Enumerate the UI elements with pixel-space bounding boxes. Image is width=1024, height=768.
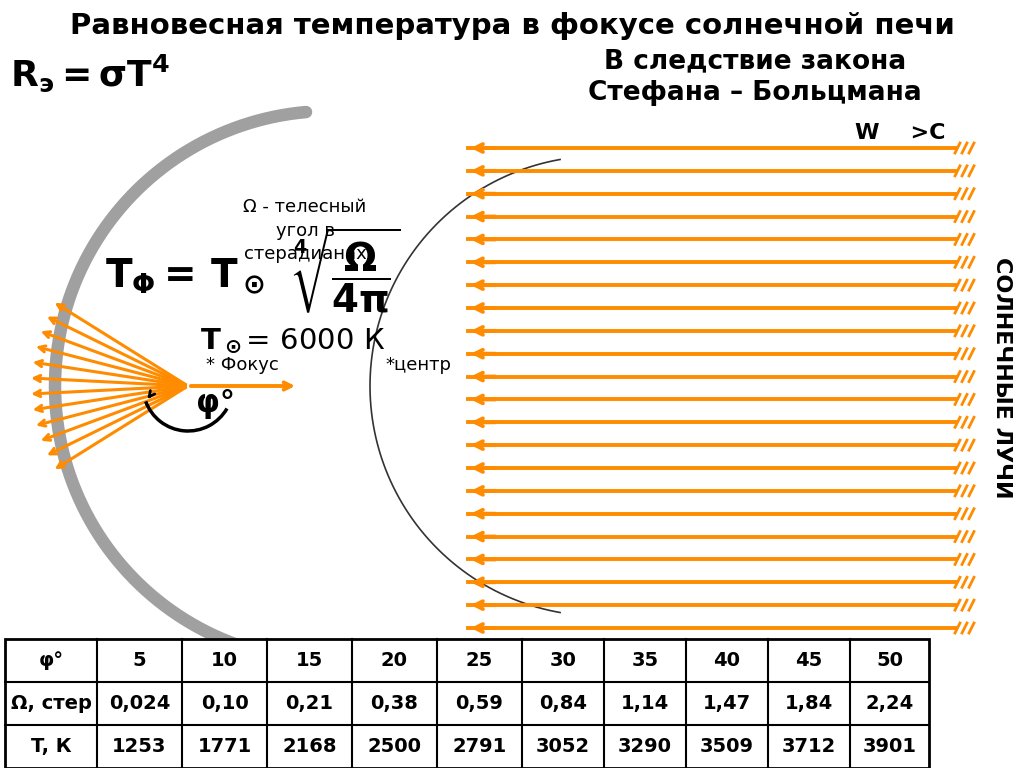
Text: 1771: 1771: [198, 737, 252, 756]
Text: * Фокус: * Фокус: [206, 356, 279, 374]
Bar: [5, 639, 929, 768]
Text: 50: 50: [876, 651, 903, 670]
Text: 10: 10: [211, 651, 238, 670]
Text: 0,10: 0,10: [201, 694, 249, 713]
Text: *центр: *центр: [385, 356, 451, 374]
Text: 15: 15: [296, 651, 324, 670]
Text: 2168: 2168: [283, 737, 337, 756]
Text: Ω, стер: Ω, стер: [10, 694, 91, 713]
Text: 3509: 3509: [700, 737, 754, 756]
Text: 20: 20: [381, 651, 408, 670]
Text: 0,84: 0,84: [539, 694, 587, 713]
Text: W    >C: W >C: [855, 123, 945, 143]
Text: В следствие закона
Стефана – Больцмана: В следствие закона Стефана – Больцмана: [588, 48, 922, 106]
Text: 45: 45: [796, 651, 822, 670]
Text: $\mathbf{\sqrt[4]{\dfrac{\Omega}{4\pi}}}$: $\mathbf{\sqrt[4]{\dfrac{\Omega}{4\pi}}}…: [292, 225, 400, 315]
Text: 0,38: 0,38: [371, 694, 419, 713]
Text: $\mathbf{T_\Phi = \, T_\odot}$: $\mathbf{T_\Phi = \, T_\odot}$: [105, 256, 264, 296]
Text: 35: 35: [632, 651, 658, 670]
Text: 3052: 3052: [536, 737, 590, 756]
Text: 2500: 2500: [368, 737, 422, 756]
Text: 0,024: 0,024: [109, 694, 170, 713]
Text: 25: 25: [466, 651, 494, 670]
Text: T, К: T, К: [31, 737, 72, 756]
Text: 2791: 2791: [453, 737, 507, 756]
Text: 5: 5: [133, 651, 146, 670]
Text: 1,47: 1,47: [702, 694, 751, 713]
Text: $\mathbf{R_э = \sigma T^4}$: $\mathbf{R_э = \sigma T^4}$: [10, 53, 170, 94]
Text: 1,84: 1,84: [784, 694, 834, 713]
Text: Равновесная температура в фокусе солнечной печи: Равновесная температура в фокусе солнечн…: [70, 12, 954, 40]
Text: φ°: φ°: [39, 651, 63, 670]
Text: 3290: 3290: [618, 737, 672, 756]
Text: φ°: φ°: [196, 389, 234, 419]
Text: 3901: 3901: [862, 737, 916, 756]
Text: 3712: 3712: [782, 737, 837, 756]
Text: Ω - телесный
угол в
стерадианах: Ω - телесный угол в стерадианах: [244, 198, 367, 263]
Text: 0,59: 0,59: [456, 694, 504, 713]
Text: 40: 40: [714, 651, 740, 670]
Text: 30: 30: [550, 651, 577, 670]
Text: 1253: 1253: [113, 737, 167, 756]
Text: СОЛНЕЧНЫЕ ЛУЧИ: СОЛНЕЧНЫЕ ЛУЧИ: [992, 257, 1012, 498]
Text: 0,21: 0,21: [286, 694, 334, 713]
Text: $\mathbf{T_\odot}$= 6000 К: $\mathbf{T_\odot}$= 6000 К: [200, 326, 385, 356]
Text: 2,24: 2,24: [865, 694, 913, 713]
Text: 1,14: 1,14: [621, 694, 669, 713]
